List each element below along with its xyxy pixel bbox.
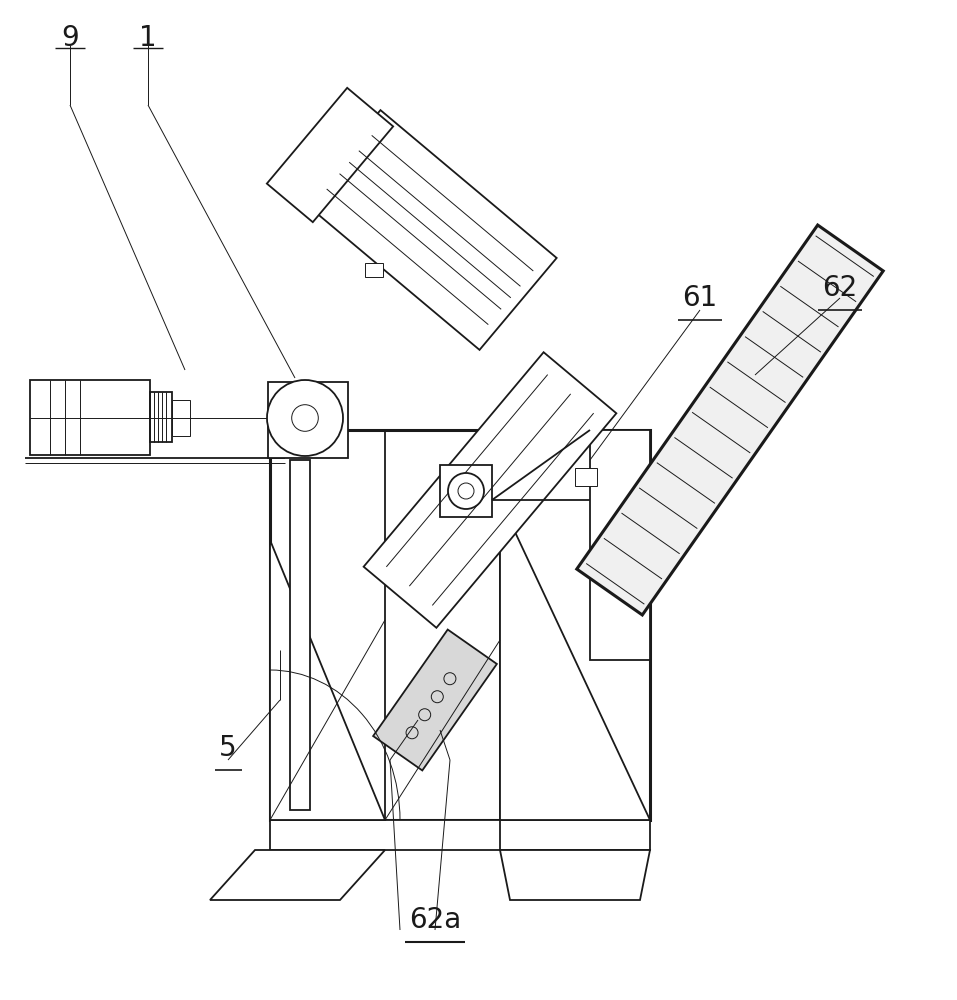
Text: 62: 62 [822,274,857,302]
Polygon shape [500,850,650,900]
Text: 9: 9 [61,24,78,52]
Polygon shape [373,630,497,770]
Bar [500,820,650,850]
Polygon shape [267,88,393,222]
Bar [440,465,492,517]
Text: 61: 61 [682,284,718,312]
Bar [575,468,597,486]
Polygon shape [577,225,883,615]
Bar [268,382,348,458]
Bar [290,460,310,810]
Bar [150,392,172,442]
Text: 1: 1 [139,24,157,52]
Polygon shape [364,352,616,628]
Circle shape [267,380,343,456]
Text: 62a: 62a [409,906,461,934]
Bar [365,263,383,277]
Polygon shape [500,500,650,820]
Circle shape [448,473,484,509]
Bar [172,400,190,436]
Text: 5: 5 [219,734,236,762]
Bar [270,820,580,850]
Bar [590,430,650,660]
Polygon shape [210,850,385,900]
Circle shape [292,405,319,431]
Bar [270,430,650,820]
Bar [30,380,150,455]
Circle shape [458,483,474,499]
Polygon shape [303,110,557,350]
Polygon shape [270,540,385,820]
